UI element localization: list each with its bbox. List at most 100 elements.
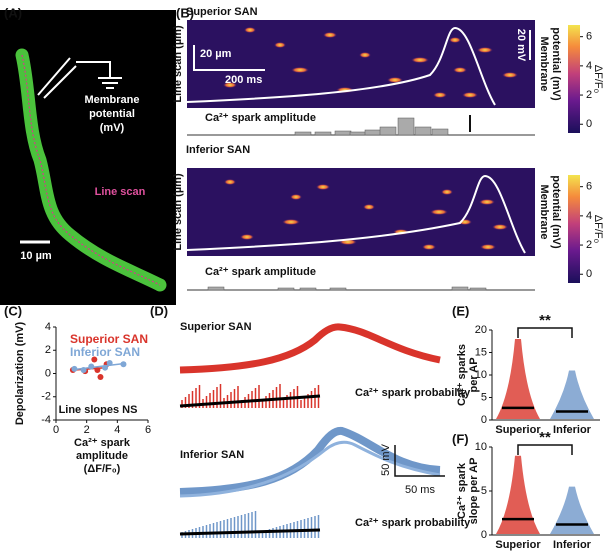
panel-label: (E) <box>452 303 469 318</box>
colorbar-tick-label: 0 <box>586 118 592 130</box>
y-tick-label: 10 <box>475 441 487 453</box>
label: potential <box>89 108 135 120</box>
amplitude-bar <box>349 131 367 136</box>
point <box>80 367 87 374</box>
y-tick-label: -4 <box>41 414 51 426</box>
point <box>106 360 113 367</box>
amplitude-label: Ca²⁺ spark amplitude <box>205 112 316 124</box>
scale-label: 50 ms <box>405 484 435 496</box>
spark <box>411 57 429 63</box>
spark <box>224 179 236 185</box>
axis-label: Membrane <box>538 184 550 239</box>
amplitude-bar <box>277 287 295 291</box>
swarm <box>550 370 594 419</box>
x-axis-label: (ΔF/F₀) <box>84 463 121 475</box>
amplitude-bar <box>334 130 352 136</box>
colorbar-tick-label: 4 <box>586 60 592 72</box>
line-scan-image <box>187 20 535 108</box>
spark <box>291 67 309 73</box>
x-tick-label: Superior <box>495 424 541 436</box>
axis-label: Membrane <box>538 36 550 91</box>
voltage-trace <box>186 174 526 254</box>
x-axis-label: Ca²⁺ spark <box>74 437 131 449</box>
panel-label: (C) <box>4 303 22 318</box>
y-tick-label: 0 <box>481 414 487 426</box>
spark <box>274 42 286 48</box>
spark <box>422 244 436 250</box>
significance: ** <box>539 312 551 329</box>
y-tick-label: -2 <box>41 391 51 403</box>
probability-label: Ca²⁺ spark probability <box>355 517 471 529</box>
probability-label: Ca²⁺ spark probability <box>355 387 471 399</box>
swarm <box>496 339 540 419</box>
spark <box>492 224 508 230</box>
label: (mV) <box>100 122 125 134</box>
colorbar <box>568 175 580 283</box>
scale-bar <box>394 445 445 477</box>
amplitude-bar <box>379 126 397 136</box>
amplitude-bar <box>364 129 382 136</box>
significance-bracket <box>517 444 573 455</box>
spark <box>433 92 447 98</box>
heatmap-title: Superior SAN <box>186 6 258 18</box>
trend-line <box>179 528 321 536</box>
y-axis-label: per AP <box>468 357 480 392</box>
spark <box>462 92 478 98</box>
spark <box>316 184 330 190</box>
y-tick-label: 20 <box>475 324 487 336</box>
y-axis-label: Depolarization (mV) <box>14 322 26 426</box>
amplitude-label: Ca²⁺ spark amplitude <box>205 266 316 278</box>
x-tick-label: Inferior <box>553 424 592 436</box>
amplitude-bar <box>431 128 449 136</box>
scale-label: 20 µm <box>200 48 232 60</box>
swarm <box>496 455 540 534</box>
axis-label: Line scan (µm) <box>172 25 184 103</box>
spark <box>479 199 495 205</box>
scale-bar <box>193 45 265 71</box>
y-tick-label: 5 <box>481 485 487 497</box>
colorbar-tick-label: 2 <box>586 239 592 251</box>
spark <box>449 37 461 43</box>
y-axis-label: slope per AP <box>468 458 480 525</box>
electrode <box>37 57 122 99</box>
amplitude-bar <box>314 131 332 136</box>
spark <box>244 27 256 33</box>
scan-line <box>21 54 161 286</box>
point <box>91 356 98 363</box>
significance: ** <box>539 429 551 446</box>
spark <box>223 82 237 88</box>
x-tick-label: 2 <box>84 424 90 436</box>
scale-label: 20 mV <box>515 29 527 62</box>
panel-label: (F) <box>452 431 469 446</box>
amplitude-bar <box>397 117 415 136</box>
annotation: Line slopes NS <box>59 404 138 416</box>
scale-label: 50 mV <box>380 443 392 475</box>
y-axis-label: Ca²⁺ spark <box>456 462 468 519</box>
spark <box>453 67 467 73</box>
spark <box>480 244 496 250</box>
y-tick-label: 5 <box>481 391 487 403</box>
point <box>71 365 78 372</box>
axis-label: potential (mV) <box>550 27 562 101</box>
colorbar-label: ΔF/F₀ <box>592 215 604 243</box>
spark <box>430 209 448 215</box>
amplitude-bar <box>207 286 225 291</box>
y-tick-label: 15 <box>475 346 487 358</box>
label: 10 µm <box>20 250 52 262</box>
ap-trace <box>179 426 441 496</box>
panel-label: (B) <box>176 5 194 20</box>
swarm <box>550 486 594 534</box>
spark <box>240 234 254 240</box>
x-tick-label: 4 <box>114 424 120 436</box>
amplitude-bar <box>451 286 469 291</box>
y-tick-label: 0 <box>45 367 51 379</box>
panel-label: (A) <box>4 5 22 20</box>
colorbar <box>568 25 580 133</box>
label: Line scan <box>95 186 146 198</box>
heatmap-title: Inferior SAN <box>186 144 250 156</box>
spark <box>387 77 403 83</box>
panel-label: (D) <box>150 303 168 318</box>
axis-label: potential (mV) <box>550 175 562 249</box>
label: Membrane <box>84 94 139 106</box>
